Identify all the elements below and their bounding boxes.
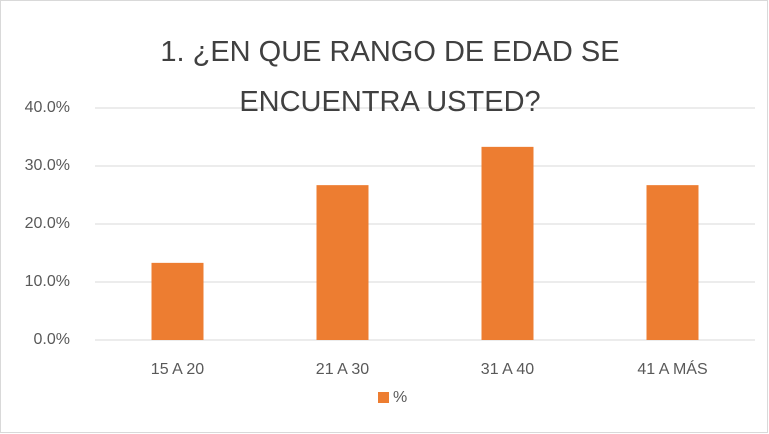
x-tick-label: 41 A MÁS <box>637 359 707 378</box>
x-tick-label: 21 A 30 <box>316 361 369 378</box>
y-tick-label: 20.0% <box>25 215 70 232</box>
x-tick-label: 15 A 20 <box>151 361 204 378</box>
y-tick-label: 10.0% <box>25 273 70 290</box>
chart-title: 1. ¿EN QUE RANGO DE EDAD SE ENCUENTRA US… <box>160 36 620 118</box>
y-tick-label: 30.0% <box>25 157 70 174</box>
y-tick-label: 40.0% <box>25 99 70 116</box>
bar <box>646 185 699 340</box>
y-tick-label: 0.0% <box>34 331 70 348</box>
x-tick-label: 31 A 40 <box>481 361 534 378</box>
bar <box>316 185 369 340</box>
bar <box>151 262 204 340</box>
legend-label: % <box>393 389 407 406</box>
bar <box>481 146 534 340</box>
legend-swatch <box>378 392 389 403</box>
